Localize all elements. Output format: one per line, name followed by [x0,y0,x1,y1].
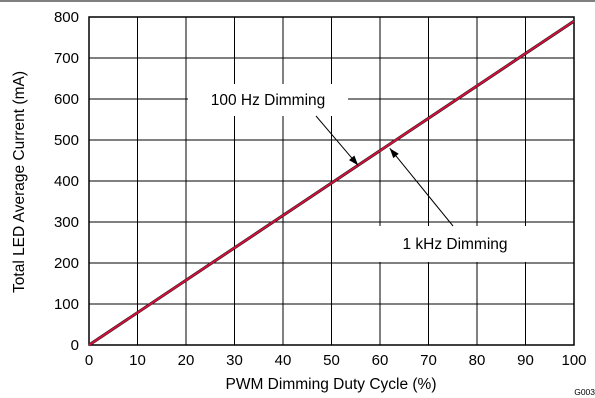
annotation-arrow [315,115,359,166]
annotation-box [379,226,531,262]
annotations: 100 Hz Dimming 1 kHz Dimming [188,84,531,262]
x-tick-label: 10 [129,352,146,369]
y-tick-label: 200 [54,255,79,272]
annotation-box [188,84,348,116]
x-axis-label: PWM Dimming Duty Cycle (%) [226,376,437,393]
annotation-arrowhead [389,148,399,159]
y-tick-labels: 0 100 200 300 400 500 600 700 800 [54,9,79,354]
figure-id: G003 [574,387,595,397]
x-tick-label: 0 [85,352,93,369]
x-tick-label: 50 [323,352,340,369]
x-tick-label: 80 [469,352,486,369]
x-tick-label: 90 [517,352,534,369]
x-tick-label: 100 [561,352,586,369]
y-tick-label: 500 [54,132,79,149]
series-group [88,19,575,347]
y-tick-label: 0 [71,337,79,354]
x-tick-label: 60 [372,352,389,369]
y-tick-label: 100 [54,296,79,313]
y-tick-label: 400 [54,173,79,190]
y-tick-label: 700 [54,50,79,67]
y-tick-label: 600 [54,91,79,108]
y-axis-label: Total LED Average Current (mA) [11,71,28,293]
x-tick-label: 40 [275,352,292,369]
series-line [88,20,575,346]
annotation-label: 100 Hz Dimming [211,92,326,109]
annotation-arrow [389,147,454,227]
x-tick-label: 20 [178,352,195,369]
x-tick-labels: 0 10 20 30 40 50 60 70 80 90 100 [85,352,587,369]
annotation-label: 1 kHz Dimming [402,236,507,253]
x-tick-label: 30 [226,352,243,369]
y-tick-label: 800 [54,9,79,26]
y-tick-label: 300 [54,214,79,231]
annotation-arrowhead [349,155,359,166]
plot-frame [88,16,575,346]
x-tick-label: 70 [420,352,437,369]
